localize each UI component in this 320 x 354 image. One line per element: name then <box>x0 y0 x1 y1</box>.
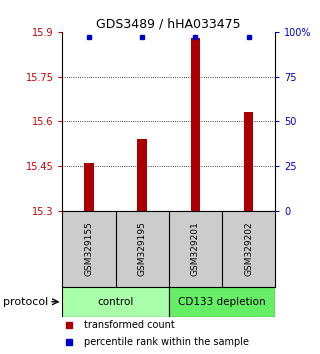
Text: CD133 depletion: CD133 depletion <box>178 297 266 307</box>
Title: GDS3489 / hHA033475: GDS3489 / hHA033475 <box>97 18 241 31</box>
Text: GSM329201: GSM329201 <box>191 221 200 276</box>
Text: percentile rank within the sample: percentile rank within the sample <box>84 337 249 347</box>
Bar <box>191 38 200 211</box>
Text: GSM329195: GSM329195 <box>138 221 147 276</box>
Text: transformed count: transformed count <box>84 320 174 330</box>
Bar <box>169 287 275 317</box>
Bar <box>62 287 169 317</box>
Bar <box>137 139 147 211</box>
Text: GSM329202: GSM329202 <box>244 221 253 276</box>
Text: protocol: protocol <box>3 297 48 307</box>
Text: control: control <box>97 297 134 307</box>
Bar <box>84 163 94 211</box>
Bar <box>244 112 253 211</box>
Text: GSM329155: GSM329155 <box>84 221 93 276</box>
